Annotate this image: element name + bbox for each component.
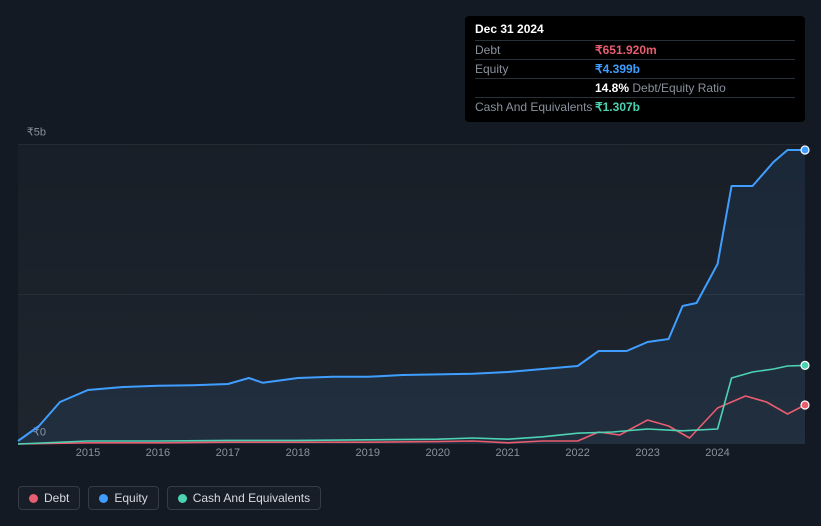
tooltip-row-debt: Debt ₹651.920m — [475, 40, 795, 59]
series-end-dot — [801, 401, 809, 409]
x-axis-tick: 2015 — [76, 447, 100, 459]
x-axis-tick: 2022 — [565, 447, 589, 459]
tooltip-date: Dec 31 2024 — [475, 22, 795, 36]
legend-dot-icon — [99, 494, 108, 503]
tooltip-row-cash: Cash And Equivalents ₹1.307b — [475, 97, 795, 116]
x-axis-tick: 2017 — [216, 447, 240, 459]
x-axis-tick: 2020 — [425, 447, 449, 459]
x-axis-tick: 2019 — [356, 447, 380, 459]
x-axis-tick: 2024 — [705, 447, 729, 459]
tooltip-label: Equity — [475, 62, 595, 76]
tooltip-row-ratio: 14.8% Debt/Equity Ratio — [475, 78, 795, 97]
legend-dot-icon — [178, 494, 187, 503]
chart-svg — [18, 144, 805, 444]
tooltip-label: Cash And Equivalents — [475, 100, 595, 114]
y-axis-label-top: ₹5b — [18, 126, 46, 139]
series-fill — [18, 150, 805, 444]
legend-item[interactable]: Equity — [88, 486, 158, 510]
x-axis: 2015 2016 2017 2018 2019 2020 2021 2022 2023 2024 — [18, 447, 805, 467]
legend-item[interactable]: Cash And Equivalents — [167, 486, 321, 510]
legend-item[interactable]: Debt — [18, 486, 80, 510]
chart-area[interactable]: ₹5b ₹0 201520162017201820192020202120222… — [18, 120, 805, 460]
x-axis-tick: 2021 — [495, 447, 519, 459]
x-axis-tick: 2016 — [146, 447, 170, 459]
tooltip-row-equity: Equity ₹4.399b — [475, 59, 795, 78]
tooltip-value: 14.8% Debt/Equity Ratio — [595, 81, 726, 95]
legend-label: Cash And Equivalents — [193, 491, 310, 505]
legend-dot-icon — [29, 494, 38, 503]
series-end-dot — [801, 146, 809, 154]
tooltip-label: Debt — [475, 43, 595, 57]
legend-label: Debt — [44, 491, 69, 505]
tooltip-label — [475, 81, 595, 95]
tooltip-value: ₹1.307b — [595, 100, 640, 114]
tooltip-value: ₹651.920m — [595, 43, 657, 57]
legend-label: Equity — [114, 491, 147, 505]
plot-area — [18, 144, 805, 444]
tooltip-value: ₹4.399b — [595, 62, 640, 76]
x-axis-tick: 2018 — [286, 447, 310, 459]
x-axis-tick: 2023 — [635, 447, 659, 459]
chart-tooltip: Dec 31 2024 Debt ₹651.920m Equity ₹4.399… — [465, 16, 805, 122]
legend: Debt Equity Cash And Equivalents — [18, 486, 321, 510]
series-end-dot — [801, 361, 809, 369]
